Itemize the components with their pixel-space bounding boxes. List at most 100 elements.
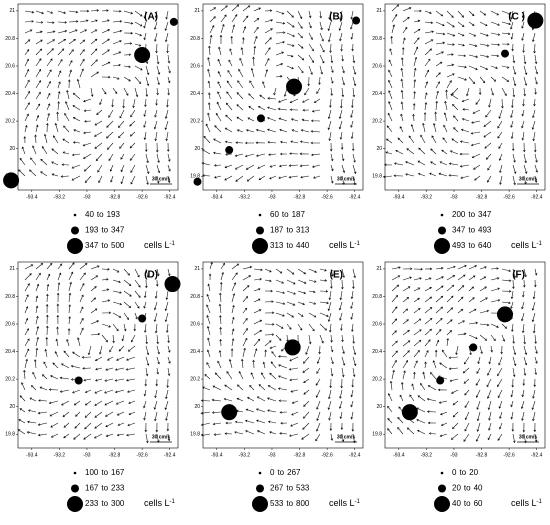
current-arrow [231, 328, 235, 336]
current-arrow [389, 380, 393, 391]
current-arrow [446, 295, 454, 303]
current-arrow [220, 262, 225, 270]
current-arrow [413, 349, 420, 358]
current-arrow [35, 124, 39, 133]
current-arrow [446, 32, 456, 37]
current-arrow [413, 287, 421, 292]
current-arrow [435, 72, 441, 78]
current-arrow [35, 336, 40, 347]
legend-to: 347 [478, 210, 492, 219]
legend-word: to [101, 226, 108, 235]
legend-marker [258, 213, 262, 217]
current-arrow [463, 433, 470, 442]
current-arrow [123, 76, 131, 82]
current-arrow [405, 161, 415, 166]
current-arrow [26, 431, 37, 435]
current-arrow [253, 329, 263, 336]
current-arrow [71, 164, 81, 169]
current-arrow [112, 290, 122, 294]
current-arrow [501, 42, 510, 46]
current-arrow [56, 326, 59, 336]
current-arrow [18, 169, 26, 177]
current-arrow [479, 323, 490, 327]
panel-title: (C ) [508, 12, 525, 23]
current-arrow [453, 115, 459, 122]
current-arrow [457, 320, 466, 325]
current-arrow [279, 432, 288, 435]
current-arrow [252, 359, 255, 369]
current-arrow [330, 279, 333, 289]
current-arrow [400, 57, 404, 67]
current-arrow [310, 141, 321, 145]
current-arrow [490, 43, 501, 47]
current-arrow [485, 153, 492, 160]
current-arrow [264, 9, 273, 12]
current-arrow [236, 92, 244, 100]
current-arrow [400, 381, 404, 391]
current-arrow [299, 164, 310, 168]
current-arrow [63, 125, 70, 133]
current-arrow [406, 148, 415, 155]
current-arrow [231, 338, 235, 347]
current-arrow [209, 7, 217, 12]
current-arrow [329, 43, 332, 54]
y-tick-label: 19.8 [5, 432, 15, 438]
current-arrow [439, 161, 448, 166]
current-arrow [108, 153, 114, 162]
current-arrow [214, 372, 222, 380]
y-tick-label: 20.2 [190, 118, 200, 124]
current-arrow [459, 164, 470, 168]
current-arrow [90, 265, 100, 270]
current-arrow [59, 389, 70, 393]
current-arrow [27, 409, 37, 413]
legend-label: 100 to 167 [85, 468, 125, 477]
current-arrow [340, 142, 344, 150]
current-arrow [523, 87, 527, 97]
current-arrow [134, 21, 143, 27]
current-arrow [207, 102, 211, 111]
current-arrow [212, 422, 222, 426]
current-arrow [297, 54, 305, 61]
current-arrow [68, 38, 76, 45]
current-arrow [101, 9, 109, 12]
current-arrow [464, 422, 470, 432]
current-arrow [79, 306, 84, 314]
current-arrow [267, 106, 277, 111]
current-arrow [319, 279, 328, 282]
current-arrow [208, 45, 211, 56]
current-arrow [311, 109, 321, 113]
current-arrow [62, 138, 70, 144]
current-arrow [46, 48, 54, 56]
current-arrow [468, 308, 477, 314]
current-arrow [79, 294, 84, 303]
current-arrow [277, 107, 288, 111]
current-arrow [413, 360, 418, 369]
size-unit: cells L-1 [511, 240, 543, 250]
current-arrow [427, 421, 437, 425]
current-arrow [35, 30, 43, 34]
current-arrow [104, 400, 114, 406]
current-arrow [511, 142, 515, 152]
current-arrow [240, 358, 244, 369]
current-arrow [470, 131, 481, 135]
current-arrow [83, 378, 92, 382]
current-arrow [24, 90, 30, 100]
size-unit: cells L-1 [144, 240, 176, 250]
current-arrow [226, 80, 233, 89]
current-arrow [79, 282, 85, 292]
legend-marker [434, 238, 450, 254]
current-arrow [275, 75, 283, 78]
unit-exponent: -1 [537, 241, 543, 247]
current-arrow [446, 10, 454, 18]
current-arrow [501, 290, 512, 293]
current-arrow [402, 16, 410, 23]
current-arrow [330, 175, 334, 184]
current-arrow [167, 345, 171, 353]
current-arrow [341, 279, 344, 290]
current-arrow [330, 334, 333, 343]
current-arrow [101, 49, 110, 56]
current-arrow [269, 345, 277, 349]
current-arrow [428, 432, 437, 435]
current-arrow [391, 4, 400, 12]
